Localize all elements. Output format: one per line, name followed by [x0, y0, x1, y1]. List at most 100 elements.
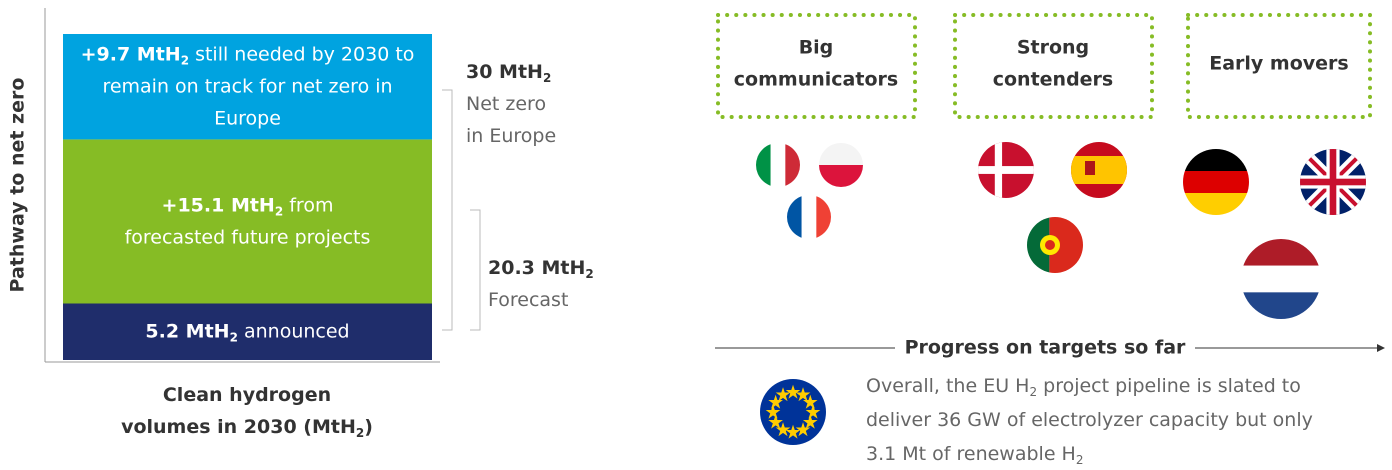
subscript: 2: [1076, 453, 1084, 467]
text-run: from: [283, 194, 333, 216]
text-line: Net zero: [466, 93, 546, 115]
subscript: 2: [543, 71, 551, 85]
text-run: deliver 36 GW of electrolyzer capacity b…: [866, 409, 1313, 431]
text-run: remain on track for net zero in: [102, 75, 392, 97]
bracket: [470, 209, 481, 331]
axis-label: Pathway to net zero: [7, 78, 29, 293]
flag: [1027, 217, 1083, 273]
text-line: Overall, the EU H2 project pipeline is s…: [866, 375, 1301, 399]
text-line: volumes in 2030 (MtH2): [121, 416, 373, 440]
flag-part: [1241, 292, 1321, 319]
text-run: announced: [238, 320, 350, 342]
eu-star: ★: [774, 384, 791, 406]
text-run: Overall, the EU H: [866, 375, 1029, 397]
flag-part: [1183, 149, 1249, 171]
text-line: +15.1 MtH2 from: [162, 194, 334, 218]
text-line: 30 MtH2: [466, 61, 551, 85]
group-box: [953, 13, 1154, 119]
subscript: 2: [275, 204, 283, 218]
flag: [756, 143, 800, 187]
group-title: communicators: [734, 69, 898, 91]
flag-part: [1300, 178, 1366, 186]
flag: [1071, 142, 1127, 198]
eu-star: ★: [767, 412, 784, 434]
eu-star: ★: [784, 382, 801, 404]
eu-star: ★: [794, 384, 811, 406]
group-box: [716, 13, 917, 119]
group-title: Strong: [1017, 37, 1089, 59]
text-run: Net zero: [466, 93, 546, 115]
text-run: 5.2 MtH: [145, 320, 229, 342]
bracket: [442, 89, 453, 331]
flag-part: [1183, 193, 1249, 215]
text-run: 30 MtH: [466, 61, 543, 83]
text-line: Forecast: [488, 289, 568, 311]
text-run: 3.1 Mt of renewable H: [866, 443, 1076, 465]
bar-segment: [63, 34, 432, 140]
flag-part: [978, 166, 1034, 174]
text-line: +9.7 MtH2 still needed by 2030 to: [81, 43, 415, 67]
text-run: volumes in 2030 (MtH: [121, 416, 356, 438]
flag-part: [801, 195, 817, 239]
subscript: 2: [585, 267, 593, 281]
flag-part: [1071, 156, 1127, 184]
eu-flag: [760, 379, 826, 445]
group-title: Early movers: [1209, 53, 1349, 75]
flag-part: [816, 195, 831, 239]
flag: [978, 142, 1034, 198]
group-title: Big: [799, 37, 834, 59]
text-run: Forecast: [488, 289, 568, 311]
text-run: 20.3 MtH: [488, 257, 585, 279]
flag-part: [1183, 171, 1249, 193]
bar-segment: [63, 303, 432, 360]
text-line: 5.2 MtH2 announced: [145, 320, 349, 344]
flag: [819, 143, 863, 187]
flag-part: [787, 195, 802, 239]
eu-star: ★: [802, 392, 819, 414]
flag: [1183, 149, 1249, 215]
subscript: 2: [181, 53, 189, 67]
text-run: still needed by 2030 to: [189, 43, 414, 65]
eu-star: ★: [764, 402, 781, 424]
eu-star: ★: [774, 419, 791, 441]
text-line: deliver 36 GW of electrolyzer capacity b…: [866, 409, 1313, 431]
flag-part: [770, 143, 786, 187]
flag-part: [1241, 239, 1321, 266]
text-run: in Europe: [466, 125, 556, 147]
progress-label: Progress on targets so far: [905, 337, 1186, 359]
eu-star: ★: [767, 392, 784, 414]
text-run: +15.1 MtH: [162, 194, 275, 216]
flag-part: [819, 143, 863, 165]
text-run: Europe: [214, 107, 281, 129]
group-title: contenders: [993, 69, 1114, 91]
text-line: Europe: [214, 107, 281, 129]
flag-part: [1027, 217, 1050, 273]
flag-part: [1241, 265, 1321, 293]
eu-star: ★: [784, 422, 801, 444]
text-line: in Europe: [466, 125, 556, 147]
text-line: remain on track for net zero in: [102, 75, 392, 97]
text-run: forecasted future projects: [125, 226, 371, 248]
flag-part: [819, 165, 863, 187]
flag: [1300, 149, 1366, 215]
flag-part: [1045, 240, 1055, 250]
subscript: 2: [230, 330, 238, 344]
eu-star: ★: [804, 402, 821, 424]
text-line: Clean hydrogen: [163, 384, 331, 406]
subscript: 2: [1029, 385, 1037, 399]
text-run: Clean hydrogen: [163, 384, 331, 406]
bar-segment: [63, 139, 432, 304]
text-run: ): [364, 416, 373, 438]
text-run: +9.7 MtH: [81, 43, 181, 65]
group-box: [1186, 13, 1372, 119]
flag-part: [756, 143, 771, 187]
text-line: 20.3 MtH2: [488, 257, 594, 281]
flag-part: [1085, 161, 1095, 175]
text-line: forecasted future projects: [125, 226, 371, 248]
eu-star: ★: [794, 419, 811, 441]
flag-part: [785, 143, 800, 187]
flag: [1241, 239, 1321, 319]
text-line: 3.1 Mt of renewable H2: [866, 443, 1084, 467]
subscript: 2: [356, 426, 364, 440]
